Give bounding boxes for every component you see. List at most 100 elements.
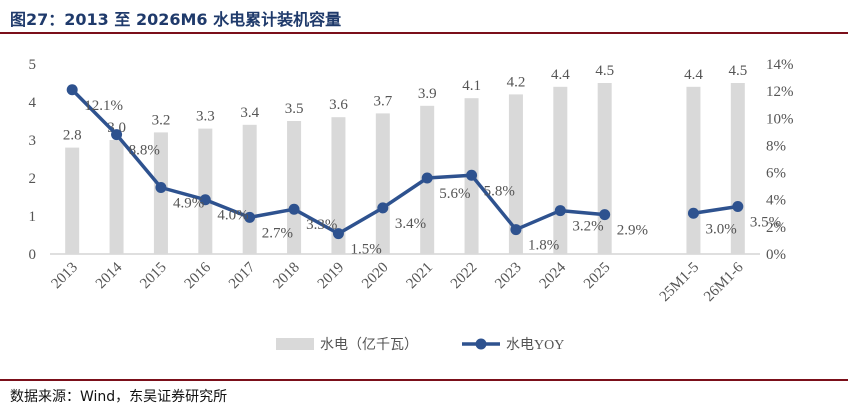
yoy-data-label: 5.6% <box>439 186 470 202</box>
x-tick-label: 2017 <box>226 259 259 292</box>
y-right-tick-label: 6% <box>766 166 786 182</box>
yoy-line-segment <box>693 204 739 216</box>
bar <box>287 121 302 254</box>
yoy-data-label: 2.9% <box>617 223 648 239</box>
yoy-data-label: 2.7% <box>262 225 293 241</box>
y-right-tick-label: 12% <box>766 84 794 100</box>
yoy-point <box>687 207 699 219</box>
yoy-data-label: 4.9% <box>173 196 204 212</box>
yoy-point <box>732 201 744 212</box>
yoy-data-label: 8.8% <box>129 143 160 159</box>
y-right-tick-label: 10% <box>766 111 794 127</box>
x-tick-label: 2014 <box>93 259 126 292</box>
bar <box>153 132 168 254</box>
yoy-point <box>66 84 78 96</box>
x-tick-label: 2023 <box>492 260 525 293</box>
legend-bar-label: 水电（亿千瓦） <box>320 337 418 353</box>
yoy-point <box>377 202 389 214</box>
line-series <box>66 84 744 240</box>
y-right-tick-label: 4% <box>766 193 786 209</box>
yoy-point <box>111 129 123 141</box>
bar-data-label: 3.6 <box>329 97 348 113</box>
bar <box>331 117 346 254</box>
y-left-tick-label: 3 <box>29 133 37 149</box>
bar-data-label: 4.1 <box>462 78 481 94</box>
yoy-point <box>510 224 522 236</box>
chart-title: 图27：2013 至 2026M6 水电累计装机容量 <box>10 10 342 29</box>
y-left-tick-label: 0 <box>29 247 37 263</box>
bar-data-label: 3.7 <box>373 93 392 109</box>
yoy-point <box>421 172 433 184</box>
bar-data-label: 4.2 <box>507 74 526 90</box>
bar <box>65 147 80 254</box>
yoy-point <box>332 228 344 240</box>
bar-data-label: 2.8 <box>63 128 82 144</box>
bar-data-label: 3.4 <box>240 105 259 121</box>
yoy-data-label: 3.2% <box>572 219 603 235</box>
line-data-labels: 12.1% 8.8% 4.9% 4.0% 2.7% 3.3% 1.5% 3.4% 5.6% 5.8… <box>84 98 781 258</box>
chart-axes: 0 1 2 3 4 5 0% 2% 4% 6% 8% 10% 12% 14% <box>29 57 794 263</box>
legend-bar-swatch <box>276 338 314 350</box>
yoy-data-label: 1.8% <box>528 238 559 254</box>
bar <box>375 113 390 255</box>
legend-line-label: 水电YOY <box>506 337 564 353</box>
yoy-point <box>554 205 566 217</box>
x-tick-label: 2024 <box>537 259 570 292</box>
x-tick-label: 2019 <box>315 260 348 293</box>
yoy-data-label: 1.5% <box>350 242 381 258</box>
y-right-tick-label: 0% <box>766 247 786 263</box>
bar-data-label: 3.5 <box>285 101 304 117</box>
y-right-tick-label: 8% <box>766 138 786 154</box>
source-note: 数据来源：Wind，东吴证券研究所 <box>10 389 228 405</box>
yoy-data-label: 3.4% <box>395 216 426 232</box>
bar-data-label: 4.4 <box>551 67 570 83</box>
yoy-point <box>244 211 256 223</box>
y-right-tick-label: 14% <box>766 57 794 73</box>
yoy-point <box>155 182 167 193</box>
yoy-point <box>599 209 611 221</box>
yoy-point <box>199 194 211 206</box>
legend: 水电（亿千瓦） 水电YOY <box>276 337 564 353</box>
bar-data-label: 3.3 <box>196 109 215 125</box>
y-left-tick-label: 5 <box>29 57 37 73</box>
x-tick-label: 2016 <box>182 259 215 292</box>
x-tick-label: 25M1-5 <box>657 260 702 305</box>
x-tick-label: 2015 <box>137 260 170 293</box>
y-left-tick-label: 2 <box>29 171 37 187</box>
bar-data-label: 3.2 <box>152 112 171 128</box>
source-divider <box>0 379 848 381</box>
x-tick-label: 2021 <box>403 260 436 293</box>
title-divider <box>0 32 848 34</box>
bar <box>730 83 745 254</box>
bar <box>198 128 213 254</box>
yoy-data-label: 4.0% <box>217 208 248 224</box>
yoy-data-label: 12.1% <box>84 98 123 114</box>
y-right-tick-label: 2% <box>766 220 786 236</box>
yoy-point <box>466 169 478 181</box>
y-left-tick-label: 4 <box>29 95 37 111</box>
x-tick-label: 2020 <box>359 260 392 293</box>
legend-line-marker <box>475 338 487 350</box>
bar-data-labels: 2.8 3.0 3.2 3.3 3.4 3.5 3.6 3.7 3.9 4.1 4.2 4.4 4.5 4… <box>63 63 747 144</box>
yoy-data-label: 3.0% <box>705 221 736 237</box>
yoy-data-label: 3.3% <box>306 217 337 233</box>
x-tick-label: 2013 <box>48 260 81 293</box>
x-tick-label: 2022 <box>448 260 481 293</box>
y-left-tick-label: 1 <box>29 209 37 225</box>
bar <box>508 94 523 255</box>
x-tick-label: 2018 <box>270 260 303 293</box>
bar <box>686 86 701 254</box>
bar <box>242 124 257 254</box>
yoy-data-label: 5.8% <box>484 183 515 199</box>
bar-data-label: 4.5 <box>728 63 747 79</box>
x-tick-label: 2025 <box>581 260 614 293</box>
yoy-data-label: 3.5% <box>750 215 781 231</box>
bar-data-label: 3.9 <box>418 86 437 102</box>
bar <box>553 86 568 254</box>
yoy-point <box>288 203 300 215</box>
bar-data-label: 4.4 <box>684 67 703 83</box>
x-axis-labels: 2013 2014 2015 2016 2017 2018 2019 2020 2021 2022… <box>48 259 746 305</box>
bar <box>109 140 124 254</box>
bar-data-label: 4.5 <box>595 63 614 79</box>
